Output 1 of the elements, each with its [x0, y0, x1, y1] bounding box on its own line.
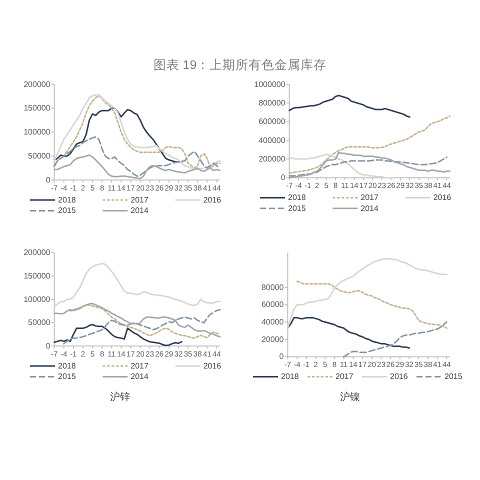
title: 图表 19：上期所有色金属库存: [153, 58, 327, 72]
